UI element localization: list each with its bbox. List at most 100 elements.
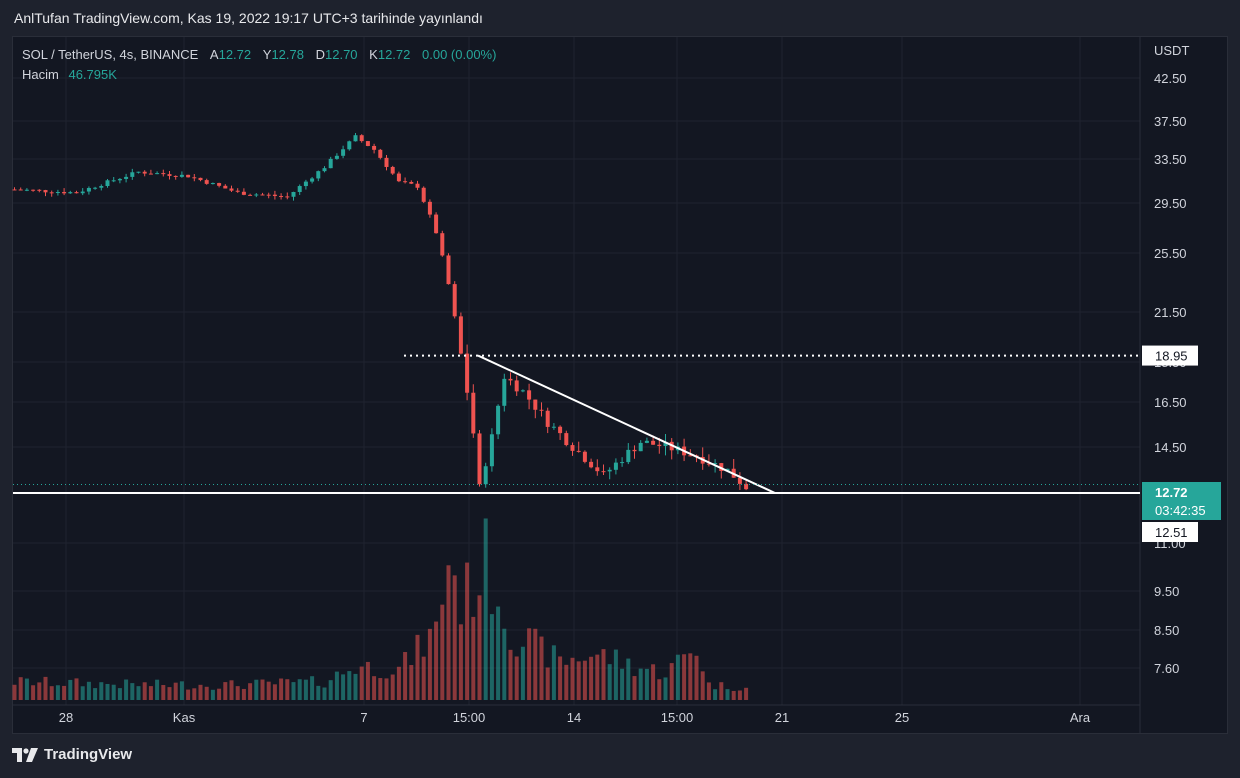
candle-body [458, 316, 463, 354]
candle-body [161, 173, 166, 175]
volume-bar [483, 518, 488, 700]
candle-body [62, 192, 67, 194]
volume-bar [365, 661, 370, 700]
volume-bar [421, 656, 426, 700]
candle-body [235, 190, 240, 192]
candle-body [632, 449, 637, 452]
candle-body [378, 149, 383, 158]
candle-body [210, 183, 215, 185]
candle-body [508, 378, 513, 381]
close-label: K [369, 47, 378, 62]
volume-bar [86, 681, 91, 700]
volume-bar [229, 680, 234, 700]
candle-body [347, 141, 352, 150]
tradingview-logo[interactable]: TradingView [12, 746, 132, 763]
volume-bar [241, 688, 246, 700]
volume-bar [489, 614, 494, 700]
trend-line [477, 354, 776, 494]
time-tick-label: Kas [173, 710, 196, 725]
open-value: 12.72 [218, 47, 252, 62]
volume-bar [651, 664, 656, 700]
volume-bar [167, 687, 172, 700]
chart-grid [13, 37, 1140, 705]
candle-body [421, 187, 426, 202]
candle-body [607, 469, 612, 472]
volume-bar [427, 628, 432, 700]
candle-body [744, 483, 749, 490]
candle-body [570, 445, 575, 451]
volume-bar [558, 656, 563, 700]
low-label: D [315, 47, 325, 62]
volume-bar [378, 678, 383, 700]
symbol-label[interactable]: SOL / TetherUS, 4s, BINANCE [22, 47, 199, 62]
price-tick-label: 29.50 [1154, 196, 1187, 211]
volume-bar [644, 668, 649, 700]
open-label: A [209, 47, 219, 62]
volume-bar [173, 682, 178, 700]
candle-body [99, 186, 104, 188]
candle-body [440, 233, 445, 256]
candle-body [328, 158, 333, 169]
time-tick-label: 21 [775, 710, 789, 725]
candle-body [248, 194, 253, 196]
candle-body [502, 378, 507, 406]
price-tick-label: 16.50 [1154, 395, 1187, 410]
candle-body [471, 392, 476, 434]
volume-value: 46.795K [68, 67, 117, 82]
candle-body [576, 450, 581, 452]
price-tick-label: 14.50 [1154, 440, 1187, 455]
resistance-price-box [1142, 345, 1198, 366]
volume-bar [545, 667, 550, 700]
volume-bar [620, 668, 625, 700]
volume-bar [403, 652, 408, 700]
volume-bar [632, 676, 637, 700]
candle-body [173, 175, 178, 177]
candle-body [111, 180, 116, 182]
volume-bar [725, 689, 730, 700]
last-price-label: 12.72 [1155, 485, 1188, 500]
candle-body [229, 188, 234, 191]
time-tick-label: Ara [1070, 710, 1091, 725]
volume-bar [700, 671, 705, 700]
volume-bar [595, 654, 600, 700]
candle-body [55, 192, 60, 194]
volume-bar [18, 677, 23, 700]
candle-body [706, 463, 711, 465]
candle-body [725, 468, 730, 471]
candle-body [80, 191, 85, 194]
candle-body [142, 171, 147, 174]
candle-body [403, 181, 408, 183]
candle-body [266, 194, 271, 196]
volume-bar [303, 679, 308, 700]
volume-bar [353, 673, 358, 700]
ohlc-row: SOL / TetherUS, 4s, BINANCE A12.72 Y12.7… [22, 45, 496, 65]
price-tick-label: 42.50 [1154, 71, 1187, 86]
candle-body [241, 191, 246, 195]
time-tick-label: 7 [360, 710, 367, 725]
candle-body [204, 180, 209, 184]
candle-body [434, 214, 439, 234]
candle-body [272, 194, 277, 197]
candle-body [117, 178, 122, 181]
candle-body [372, 145, 377, 150]
volume-bar [471, 616, 476, 700]
candle-body [303, 181, 308, 187]
chart-panel[interactable] [12, 36, 1228, 734]
candle-body [638, 442, 643, 452]
price-tick-label: 9.50 [1154, 584, 1179, 599]
volume-label[interactable]: Hacim [22, 67, 59, 82]
time-tick-label: 28 [59, 710, 73, 725]
candle-body [663, 441, 668, 447]
price-tick-label: 33.50 [1154, 152, 1187, 167]
candle-body [86, 187, 91, 192]
candle-body [496, 405, 501, 435]
candle-body [477, 433, 482, 485]
volume-bar [105, 683, 110, 700]
volume-bar [210, 689, 215, 700]
candle-body [223, 185, 228, 189]
volume-bar [576, 661, 581, 700]
volume-bar [409, 665, 414, 700]
volume-bar [192, 688, 197, 700]
volume-bar [669, 663, 674, 700]
